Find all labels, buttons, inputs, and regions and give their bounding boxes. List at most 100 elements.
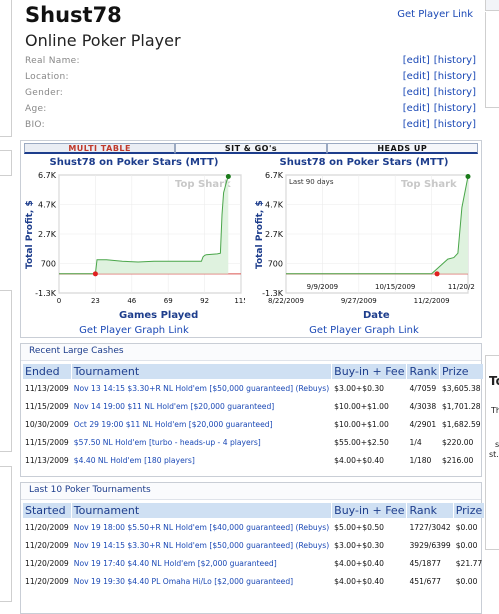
field-label: BIO: — [25, 120, 45, 130]
cell-date: 11/15/2009 — [25, 402, 69, 411]
column-header[interactable]: Rank — [407, 503, 453, 518]
left-box — [0, 290, 12, 452]
x-axis-label: Date — [363, 310, 390, 321]
cell-date: 11/20/2009 — [25, 577, 69, 586]
x-tick-label: 46 — [127, 297, 136, 305]
y-tick-label: 4.7K — [38, 201, 57, 210]
tournament-link[interactable]: Nov 19 17:40 $4.40 NL Hold'em [$2,000 gu… — [73, 559, 277, 568]
get-graph-link[interactable]: Get Player Graph Link — [309, 325, 419, 336]
profile-row-gender: Gender: [edit] [history] — [25, 86, 476, 102]
watermark: Top Shark — [401, 179, 457, 190]
field-label: Gender: — [25, 88, 64, 98]
history-link[interactable]: [history] — [433, 55, 476, 66]
start-point — [434, 271, 440, 277]
profit-area — [286, 176, 468, 274]
cell-prize: $3,605.38 — [441, 384, 481, 393]
profit-line — [286, 176, 469, 275]
profile-row-location: Location: [edit] [history] — [25, 70, 476, 86]
cell-rank: 1/180 — [409, 456, 432, 465]
column-header[interactable]: Tournament — [71, 503, 332, 518]
cell-date: 11/13/2009 — [25, 384, 69, 393]
cell-date: 11/20/2009 — [25, 541, 69, 550]
y-tick-label: 2.7K — [38, 230, 57, 239]
right-panel-title: To — [489, 374, 499, 388]
edit-link[interactable]: [edit] — [402, 87, 430, 98]
y-tick-label: 700 — [41, 260, 56, 269]
cell-prize: $0.00 — [455, 541, 478, 550]
y-axis-label: Total Profit, $ — [25, 200, 35, 269]
history-link[interactable]: [history] — [433, 103, 476, 114]
tournament-link[interactable]: Nov 13 14:15 $3.30+R NL Hold'em [$50,000… — [73, 384, 330, 393]
cell-date: 10/30/2009 — [25, 420, 69, 429]
edit-link[interactable]: [edit] — [402, 55, 430, 66]
column-header[interactable]: Prize — [453, 503, 485, 518]
column-header[interactable]: Ended — [23, 364, 71, 379]
y-tick-label: -1.3K — [262, 289, 284, 298]
edit-link[interactable]: [edit] — [402, 119, 430, 130]
history-link[interactable]: [history] — [433, 119, 476, 130]
profit-graph-all: Top Shark 6.7K 4.7K 2.7K 700 -1.3K 0 23 46 69 92… — [23, 157, 245, 336]
cell-rank: 4/3038 — [409, 402, 437, 411]
column-header[interactable]: Rank — [407, 364, 439, 379]
cell-prize: $0.00 — [455, 577, 478, 586]
cell-rank: 3929/6399 — [409, 541, 451, 550]
get-player-link[interactable]: Get Player Link — [397, 9, 473, 20]
profile-row-real-name: Real Name: [edit] [history] — [25, 54, 476, 70]
y-ticks: 6.7K 4.7K 2.7K 700 -1.3K — [35, 171, 57, 298]
y-tick-label: 6.7K — [38, 171, 57, 180]
history-link[interactable]: [history] — [433, 87, 476, 98]
tab-heads-up[interactable]: HEADS UP — [326, 143, 478, 154]
right-panel-text: s — [495, 440, 499, 449]
x-axis-label: Games Played — [119, 310, 198, 321]
right-box — [485, 12, 499, 108]
right-box-top — [485, 0, 499, 11]
cell-prize: $0.00 — [455, 523, 478, 532]
profit-area — [59, 176, 229, 274]
x-tick-label: 10/15/2009 — [375, 283, 415, 291]
left-box — [0, 150, 12, 176]
x-tick-label: 9/27/2009 — [341, 297, 377, 305]
right-panel-text: Th — [491, 406, 499, 415]
table-row: 11/13/2009 Nov 13 14:15 $3.30+R NL Hold'e… — [23, 380, 483, 397]
cell-rank: 4/2901 — [409, 420, 437, 429]
cell-buyin: $3.00+$0.30 — [334, 541, 384, 550]
graph-panel: MULTI TABLE SIT & GO's HEADS UP Top Shar… — [20, 140, 482, 338]
tab-multi-table[interactable]: MULTI TABLE — [24, 143, 176, 154]
tournament-link[interactable]: Nov 19 19:30 $4.40 PL Omaha Hi/Lo [$2,00… — [73, 577, 294, 586]
get-graph-link[interactable]: Get Player Graph Link — [79, 325, 189, 336]
edit-link[interactable]: [edit] — [402, 71, 430, 82]
column-header[interactable]: Buy-in + Fee — [332, 364, 407, 379]
tournament-link[interactable]: Nov 19 14:15 $3.30+R NL Hold'em [$50,000… — [73, 541, 330, 550]
field-label: Age: — [25, 104, 47, 114]
profit-line — [59, 176, 229, 275]
tournament-link[interactable]: Oct 29 19:00 $11 NL Hold'em [$20,000 gua… — [73, 420, 273, 429]
tournament-link[interactable]: $57.50 NL Hold'em [turbo - heads-up - 4 … — [73, 438, 261, 447]
table-row: 11/15/2009 $57.50 NL Hold'em [turbo - hea… — [23, 434, 483, 451]
recent-cashes-panel: Recent Large Cashes Ended Tournament Buy… — [20, 343, 483, 477]
column-header[interactable]: Buy-in + Fee — [332, 503, 407, 518]
column-header[interactable]: Prize — [439, 364, 483, 379]
x-ticks: 9/9/2009 10/15/2009 11/20/2009 8/22/2009 9/2… — [268, 283, 475, 305]
edit-link[interactable]: [edit] — [402, 103, 430, 114]
panel-header: Last 10 Poker Tournaments — [21, 483, 481, 500]
column-header[interactable]: Started — [23, 503, 71, 518]
x-tick-label: 0 — [57, 297, 61, 305]
y-ticks: 6.7K 4.7K 2.7K 700 -1.3K — [262, 171, 284, 298]
table-row: 11/20/2009 Nov 19 17:40 $4.40 NL Hold'em … — [23, 555, 484, 572]
cell-date: 11/20/2009 — [25, 559, 69, 568]
tournament-link[interactable]: Nov 19 18:00 $5.50+R NL Hold'em [$40,000… — [73, 523, 330, 532]
profit-chart: Top Shark 6.7K 4.7K 2.7K 700 -1.3K 0 23 46 69 92… — [25, 171, 245, 321]
tournament-link[interactable]: Nov 14 19:00 $11 NL Hold'em [$20,000 gua… — [73, 402, 275, 411]
x-tick-label: 69 — [164, 297, 173, 305]
left-column-edge — [0, 0, 12, 602]
tab-sit-and-go[interactable]: SIT & GO's — [175, 143, 327, 154]
column-header[interactable]: Tournament — [71, 364, 332, 379]
history-link[interactable]: [history] — [433, 71, 476, 82]
game-type-tabs: MULTI TABLE SIT & GO's HEADS UP — [24, 143, 478, 154]
table-row: 11/20/2009 Nov 19 14:15 $3.30+R NL Hold'e… — [23, 537, 484, 554]
profit-chart: Last 90 days Top Shark 6.7K 4.7K 2.7K 700 -1… — [255, 171, 475, 321]
start-point — [92, 271, 98, 277]
tournament-link[interactable]: $4.40 NL Hold'em [180 players] — [73, 456, 195, 465]
cell-buyin: $4.00+$0.40 — [334, 456, 384, 465]
cell-prize: $21.77 — [455, 559, 483, 568]
